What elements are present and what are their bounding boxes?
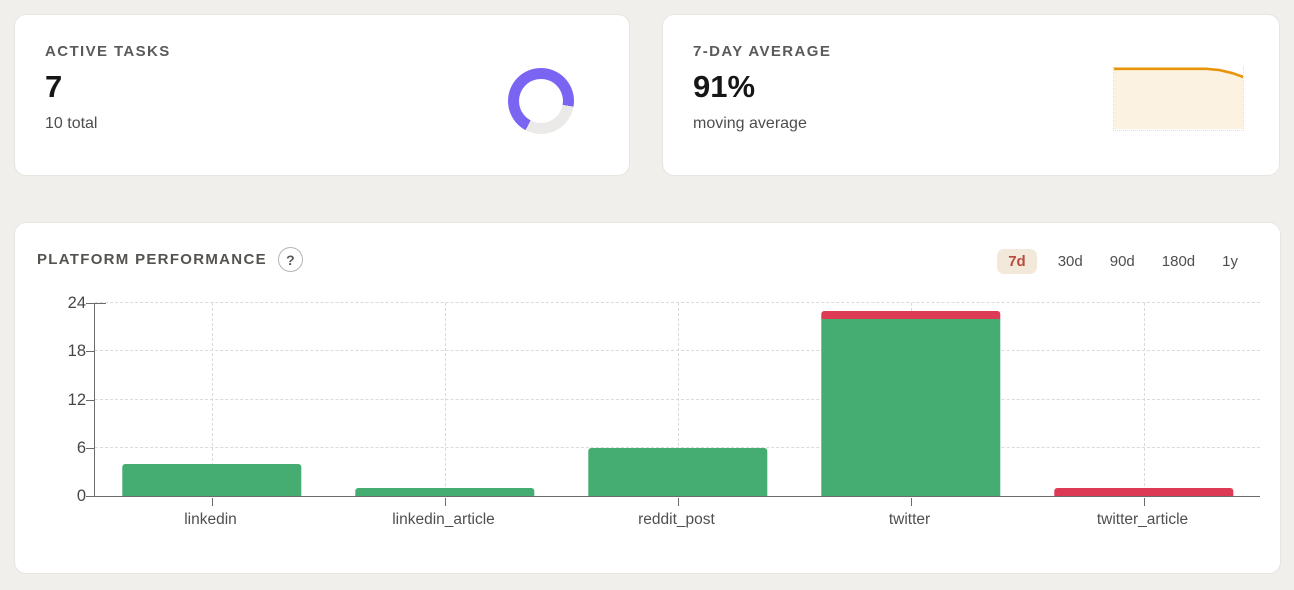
active-tasks-value: 7 [45,69,63,104]
bar-segment-twitter-red[interactable] [820,311,1001,320]
active-tasks-subtitle: 10 total [45,115,98,132]
y-tick-label-0: 0 [76,487,86,505]
platform-performance-header: PLATFORM PERFORMANCE ? [37,247,303,272]
bar-segment-reddit_post-green[interactable] [587,447,768,496]
y-tick-mark-0 [85,496,94,497]
x-tick-label-reddit_post: reddit_post [638,511,715,528]
y-tick-mark-12 [85,399,94,401]
category-twitter_article [1027,303,1260,496]
seven-day-average-subtitle: moving average [693,115,807,132]
bar-plot [85,302,1260,506]
x-tick-mark-linkedin [211,497,213,506]
gridline-x-linkedin [211,303,213,496]
category-twitter [794,303,1027,496]
bar-segment-linkedin_article-green[interactable] [354,487,535,496]
x-tick-mark-reddit_post [677,497,679,506]
bar-twitter_article[interactable] [1053,487,1234,496]
x-tick-mark-linkedin_article [444,497,446,506]
bar-reddit_post[interactable] [587,447,768,496]
range-option-7d[interactable]: 7d [997,249,1037,274]
bar-linkedin_article[interactable] [354,487,535,496]
y-tick-label-24: 24 [67,294,86,312]
category-reddit_post [561,303,794,496]
category-linkedin_article [328,303,561,496]
y-tick-label-18: 18 [67,342,86,361]
seven-day-average-texts: 7-DAY AVERAGE 91% moving average [693,43,831,133]
seven-day-average-sparkline [1113,67,1244,131]
active-tasks-label: ACTIVE TASKS [45,43,171,60]
y-tick-mark-18 [85,351,94,353]
active-tasks-donut-chart [508,68,574,134]
x-axis-labels: linkedin linkedin_article reddit_post twitt… [94,511,1259,529]
seven-day-average-label: 7-DAY AVERAGE [693,43,832,60]
range-option-1y[interactable]: 1y [1222,253,1238,270]
x-tick-label-twitter_article: twitter_article [1096,511,1189,528]
x-tick-label-twitter: twitter [888,511,931,528]
y-tick-mark-24 [85,303,94,304]
active-tasks-card: ACTIVE TASKS 7 10 total [14,14,630,176]
platform-performance-title: PLATFORM PERFORMANCE [37,251,267,268]
y-tick-mark-6 [85,447,94,449]
platform-performance-card: PLATFORM PERFORMANCE ? 7d 30d 90d 180d 1y 0 6… [14,222,1281,574]
gridline-y-24 [95,302,1260,303]
y-axis-labels: 0 6 12 18 24 [15,294,86,505]
range-option-30d[interactable]: 30d [1057,253,1083,270]
help-icon[interactable]: ? [277,247,303,272]
seven-day-average-card: 7-DAY AVERAGE 91% moving average [662,14,1280,176]
sparkline-line [1114,67,1243,79]
bar-segment-twitter_article-red[interactable] [1053,487,1234,496]
y-tick-label-12: 12 [67,390,86,409]
bar-twitter[interactable] [820,311,1001,496]
category-linkedin [95,303,328,496]
x-tick-mark-twitter_article [1143,497,1145,506]
bar-segment-linkedin-green[interactable] [121,463,302,496]
active-tasks-texts: ACTIVE TASKS 7 10 total [45,43,171,133]
sparkline-fill [1114,68,1243,129]
bar-linkedin[interactable] [121,463,302,496]
bar-segment-twitter-green[interactable] [820,319,1001,496]
x-tick-mark-twitter [910,497,912,506]
range-option-180d[interactable]: 180d [1161,253,1196,270]
gridline-x-linkedin_article [444,303,446,496]
gridline-x-reddit_post [677,303,679,496]
y-tick-label-6: 6 [76,438,86,457]
range-option-90d[interactable]: 90d [1109,253,1135,270]
gridline-x-twitter_article [1143,303,1145,496]
bar-categories [95,303,1260,496]
seven-day-average-value: 91% [693,69,756,104]
x-tick-label-linkedin_article: linkedin_article [392,511,495,528]
x-tick-label-linkedin: linkedin [184,511,237,528]
y-axis-top-cap [95,303,106,304]
time-range-selector: 7d 30d 90d 180d 1y [997,249,1244,274]
